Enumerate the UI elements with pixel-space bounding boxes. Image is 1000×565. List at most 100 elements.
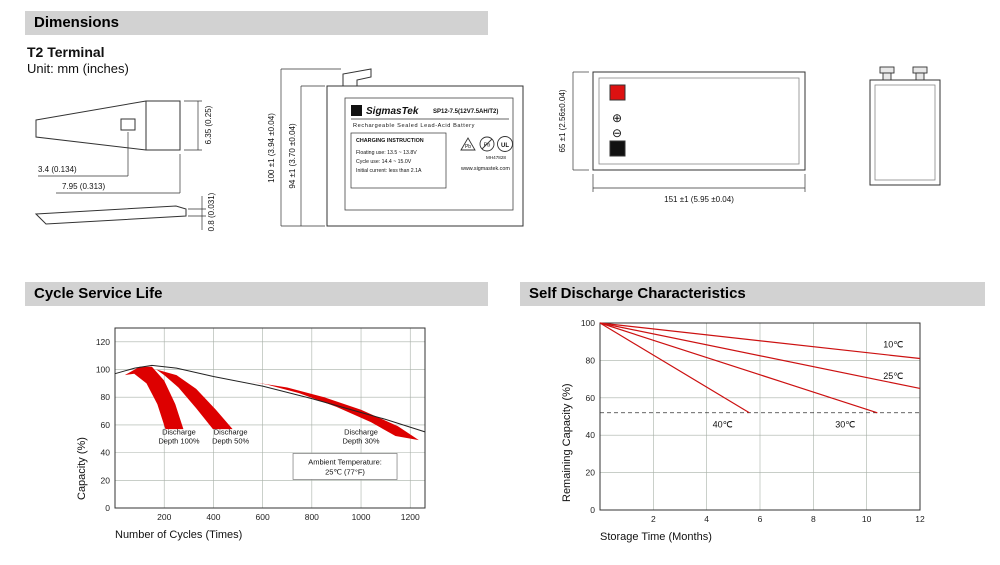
- battery-case-side-inner: [874, 84, 936, 181]
- battery-model: SP12-7.5(12V7.5AH/T2): [433, 109, 498, 115]
- y-axis-label: Capacity (%): [76, 437, 88, 500]
- y-axis-label: Remaining Capacity (%): [561, 383, 573, 502]
- minus-symbol: ⊖: [612, 126, 622, 140]
- battery-case-top: [592, 71, 806, 171]
- discharge-depth-band: [124, 366, 184, 430]
- svg-text:Pb: Pb: [465, 144, 471, 150]
- band-label-line1: Discharge: [344, 428, 378, 437]
- terminal-dim-lines: [38, 100, 202, 194]
- ul-mark-icon: UL: [497, 136, 513, 152]
- ambient-temperature-line2: 25℃ (77°F): [325, 467, 365, 476]
- y-tick-label: 100: [581, 318, 595, 328]
- temperature-series-line: [599, 322, 921, 390]
- band-label-line2: Depth 30%: [342, 437, 379, 446]
- x-tick-label: 200: [157, 512, 171, 522]
- battery-front-view-drawing: 100 ±1 (3.94 ±0.04) 94 ±1 (3.70 ±0.04) S…: [267, 68, 524, 227]
- charging-line-2: Cycle use: 14.4 ~ 15.0V: [356, 159, 412, 165]
- discharge-depth-band: [252, 382, 419, 441]
- positive-terminal: [609, 84, 626, 101]
- terminal-tab-outline: [35, 100, 181, 151]
- x-tick-label: 1000: [352, 512, 371, 522]
- band-label-line2: Depth 50%: [212, 437, 249, 446]
- battery-side-view-drawing: [869, 66, 941, 186]
- y-tick-label: 0: [105, 503, 110, 513]
- terminal-thickness-dim-lines: [188, 196, 206, 230]
- x-tick-label: 600: [256, 512, 270, 522]
- unit-label: Unit: mm (inches): [27, 61, 129, 76]
- ambient-temperature-line1: Ambient Temperature:: [308, 457, 382, 466]
- side-terminals: [879, 66, 928, 81]
- x-tick-label: 6: [758, 514, 763, 524]
- x-tick-label: 4: [704, 514, 709, 524]
- x-axis-label: Storage Time (Months): [600, 531, 712, 543]
- y-tick-label: 120: [96, 337, 110, 347]
- y-tick-label: 80: [101, 392, 111, 402]
- charging-instruction-box: [350, 132, 447, 189]
- battery-case-top-inner: [598, 77, 800, 165]
- front-terminal-tab: [342, 68, 372, 86]
- temperature-series-label: 40℃: [713, 420, 733, 430]
- y-tick-label: 40: [101, 448, 111, 458]
- charging-line-3: Initial current: less than 2.1A: [356, 168, 422, 174]
- band-label-line1: Discharge: [162, 428, 196, 437]
- cycle-service-life-chart: 200 400 600 800 1000 1200 0 20 40 60 80 100 120 Numbe…: [76, 327, 426, 541]
- charging-line-1: Floating use: 13.5 ~ 13.8V: [356, 150, 417, 156]
- plus-symbol: ⊕: [612, 111, 622, 125]
- x-tick-label: 2: [651, 514, 656, 524]
- pb-crossed-icon: Pb: [479, 136, 495, 152]
- y-tick-label: 60: [101, 420, 111, 430]
- temperature-series-label: 10℃: [883, 339, 903, 349]
- terminal-thickness-dim: 0.8 (0.031): [207, 192, 216, 231]
- discharge-section-header: Self Discharge Characteristics: [520, 282, 985, 306]
- terminal-offset-dim: 7.95 (0.313): [62, 182, 105, 191]
- y-tick-label: 80: [586, 355, 596, 365]
- capacity-envelope-curve: [114, 364, 426, 433]
- x-tick-label: 8: [811, 514, 816, 524]
- band-label-line1: Discharge: [214, 428, 248, 437]
- brand-logo-icon: [351, 105, 362, 116]
- top-length-dim: 151 ±1 (5.95 ±0.04): [664, 195, 734, 204]
- x-tick-label: 1200: [401, 512, 420, 522]
- discharge-depth-band: [156, 369, 233, 430]
- website-text: www.sigmastek.com: [460, 166, 510, 172]
- plot-border: [114, 327, 426, 509]
- front-case-height-dim: 94 ±1 (3.70 ±0.04): [288, 123, 297, 189]
- y-tick-label: 60: [586, 393, 596, 403]
- temperature-series-line: [599, 322, 921, 360]
- temperature-series-label: 30℃: [835, 420, 855, 430]
- battery-label: [344, 97, 514, 211]
- x-axis-label: Number of Cycles (Times): [115, 529, 242, 541]
- terminal-width-dim: 6.35 (0.25): [204, 105, 213, 144]
- y-tick-label: 0: [590, 505, 595, 515]
- y-tick-label: 40: [586, 430, 596, 440]
- temperature-series-label: 25℃: [883, 371, 903, 381]
- battery-top-view-drawing: ⊕ ⊖ 65 ±1 (2.56±0.04) 151 ±1 (5.95 ±0.04…: [558, 71, 806, 204]
- y-tick-label: 20: [101, 475, 111, 485]
- top-width-dim: 65 ±1 (2.56±0.04): [558, 89, 567, 152]
- x-tick-label: 12: [915, 514, 925, 524]
- band-label-line2: Depth 100%: [158, 437, 200, 446]
- temperature-series-line: [599, 322, 750, 414]
- dimensions-section-header: Dimensions: [25, 11, 488, 35]
- temperature-series-line: [599, 322, 878, 414]
- recycle-pb-icon: Pb: [460, 137, 476, 151]
- terminal-hole-dim: 3.4 (0.134): [38, 165, 77, 174]
- y-tick-label: 100: [96, 365, 110, 375]
- charging-title: CHARGING INSTRUCTION: [356, 138, 424, 144]
- top-view-dim-lines: [572, 71, 806, 192]
- battery-case-side: [869, 79, 941, 186]
- self-discharge-chart: 2 4 6 8 10 12 0 20 40 60 80 100 Storage Time (Months…: [561, 318, 925, 543]
- plot-border: [599, 322, 921, 511]
- terminal-detail-drawing: 3.4 (0.134) 7.95 (0.313) 6.35 (0.25) 0.8…: [34, 100, 216, 231]
- battery-type-line: Rechargeable Sealed Lead-Acid Battery: [353, 123, 475, 129]
- ul-file-number: MH47828: [486, 155, 506, 160]
- x-tick-label: 400: [206, 512, 220, 522]
- svg-text:Pb: Pb: [484, 143, 491, 149]
- front-dim-lines: [280, 68, 341, 227]
- svg-text:UL: UL: [501, 143, 509, 149]
- front-total-height-dim: 100 ±1 (3.94 ±0.04): [267, 113, 276, 183]
- terminal-type-title: T2 Terminal: [27, 44, 105, 60]
- negative-terminal: [609, 140, 626, 157]
- x-tick-label: 10: [862, 514, 872, 524]
